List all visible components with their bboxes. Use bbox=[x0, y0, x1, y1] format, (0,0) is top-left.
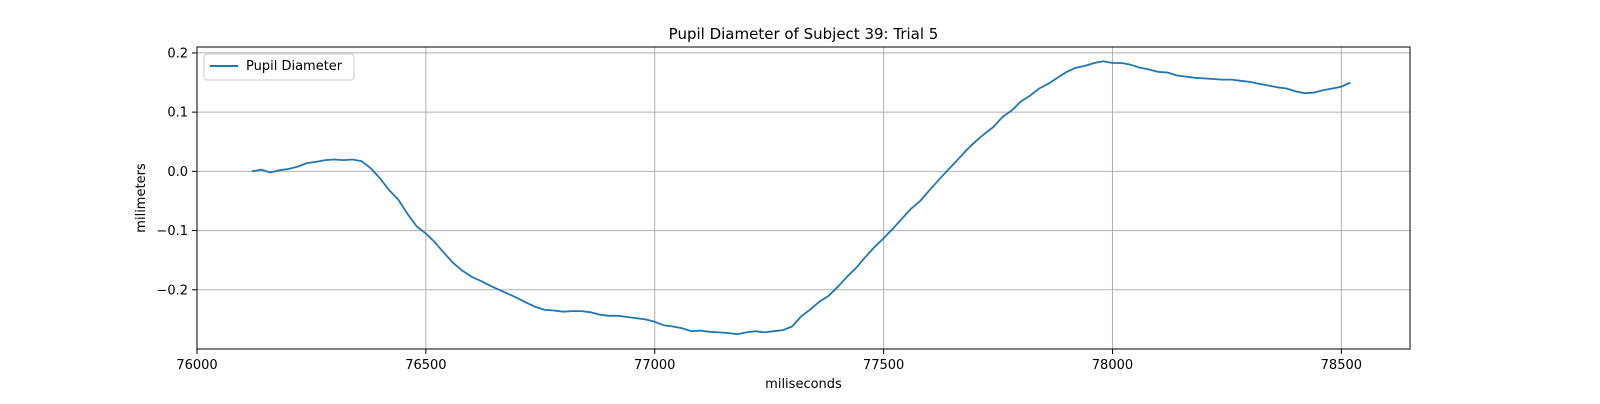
y-tick-label: 0.0 bbox=[167, 165, 188, 180]
x-axis-label: miliseconds bbox=[765, 377, 842, 392]
chart-title: Pupil Diameter of Subject 39: Trial 5 bbox=[669, 25, 939, 43]
series-line bbox=[251, 60, 1351, 336]
legend-label: Pupil Diameter bbox=[246, 59, 343, 74]
y-tick-label: 0.1 bbox=[167, 106, 188, 121]
grid-lines bbox=[196, 47, 1410, 349]
y-tick-label: 0.2 bbox=[167, 46, 188, 61]
x-tick-label: 78500 bbox=[1321, 358, 1362, 373]
x-axis: 76000 76500 77000 77500 78000 78500 bbox=[176, 349, 1362, 373]
y-tick-label: −0.2 bbox=[156, 283, 188, 298]
x-tick-label: 76500 bbox=[405, 358, 446, 373]
x-tick-label: 76000 bbox=[176, 358, 217, 373]
x-tick-label: 77500 bbox=[863, 358, 904, 373]
y-axis-label: milimeters bbox=[134, 163, 149, 233]
x-tick-label: 77000 bbox=[634, 358, 675, 373]
series-layer bbox=[251, 60, 1351, 336]
y-tick-label: −0.1 bbox=[156, 224, 188, 239]
plot-frame bbox=[196, 46, 1411, 350]
legend: Pupil Diameter bbox=[203, 53, 355, 81]
legend-box bbox=[203, 53, 355, 81]
x-tick-label: 78000 bbox=[1092, 358, 1133, 373]
y-axis: −0.2 −0.1 0.0 0.1 0.2 bbox=[156, 46, 197, 298]
